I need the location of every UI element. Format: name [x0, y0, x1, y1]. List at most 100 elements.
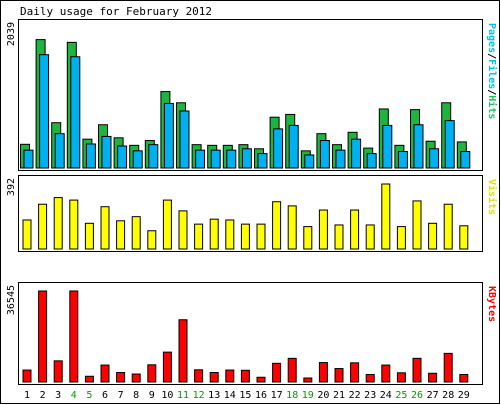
bar-files-day-25: [397, 151, 408, 169]
bar-visits-day-12: [194, 223, 204, 250]
day-label-19: 19: [302, 390, 314, 401]
day-label-6: 6: [102, 390, 108, 401]
bar-visits-day-28: [443, 203, 453, 250]
bar-files-day-6: [101, 135, 112, 169]
legend-entry-5: Hits: [486, 95, 498, 119]
bar-kbytes-day-25: [396, 372, 406, 383]
bar-kbytes-day-11: [178, 319, 188, 383]
day-label-24: 24: [380, 390, 392, 401]
bar-kbytes-day-7: [116, 372, 126, 383]
panel-frame: [18, 175, 483, 252]
bar-files-day-5: [85, 143, 96, 169]
bar-files-day-29: [460, 151, 471, 169]
bar-kbytes-day-19: [303, 377, 313, 383]
max-value-label: 392: [6, 178, 17, 196]
bar-visits-day-8: [131, 216, 141, 250]
bar-kbytes-day-21: [334, 368, 344, 383]
bar-kbytes-day-4: [69, 290, 79, 383]
bar-files-day-24: [382, 124, 393, 169]
bar-visits-day-10: [162, 199, 172, 250]
bar-files-day-7: [117, 145, 128, 169]
bar-visits-day-25: [396, 226, 406, 250]
bar-kbytes-day-20: [318, 362, 328, 383]
bar-kbytes-day-1: [22, 369, 32, 383]
bar-visits-day-24: [381, 183, 391, 250]
bar-files-day-17: [273, 128, 284, 169]
day-label-12: 12: [193, 390, 205, 401]
bar-kbytes-day-3: [53, 360, 63, 383]
bar-visits-day-5: [84, 222, 94, 250]
bar-visits-day-2: [38, 203, 48, 250]
bar-kbytes-day-27: [428, 372, 438, 383]
day-label-29: 29: [458, 390, 470, 401]
bar-visits-day-1: [22, 219, 32, 250]
bar-visits-day-20: [318, 209, 328, 250]
bar-kbytes-day-16: [256, 376, 266, 383]
bar-kbytes-day-26: [412, 357, 422, 383]
bar-kbytes-day-9: [147, 364, 157, 383]
bar-files-day-22: [351, 138, 362, 169]
bar-visits-day-27: [428, 222, 438, 250]
chart-title: Daily usage for February 2012: [20, 5, 212, 18]
panel-frame: [18, 282, 483, 385]
series-legend: KBytes: [486, 286, 497, 322]
series-legend: Pages/Files/Hits: [486, 23, 498, 119]
bar-files-day-23: [366, 153, 377, 169]
bar-visits-day-9: [147, 230, 157, 250]
day-label-7: 7: [118, 390, 124, 401]
day-label-21: 21: [333, 390, 345, 401]
bar-visits-day-16: [256, 223, 266, 250]
bar-files-day-15: [241, 148, 252, 169]
day-label-18: 18: [286, 390, 298, 401]
panel-1: 2039 Pages/Files/Hits: [6, 19, 498, 171]
day-label-26: 26: [411, 390, 423, 401]
day-label-28: 28: [442, 390, 454, 401]
bar-kbytes-day-15: [240, 369, 250, 383]
bar-visits-day-21: [334, 224, 344, 250]
bar-kbytes-day-22: [350, 362, 360, 383]
legend-entry-3: Files: [486, 59, 498, 89]
day-label-9: 9: [149, 390, 155, 401]
bar-visits-day-3: [53, 197, 63, 250]
bar-kbytes-day-24: [381, 364, 391, 383]
panel-frame: [18, 19, 483, 171]
day-label-16: 16: [255, 390, 267, 401]
bar-kbytes-day-17: [272, 362, 282, 383]
bar-files-day-13: [210, 149, 221, 169]
day-label-14: 14: [224, 390, 236, 401]
bar-visits-day-23: [365, 224, 375, 250]
day-label-8: 8: [133, 390, 139, 401]
bar-kbytes-day-14: [225, 369, 235, 383]
bar-files-day-20: [319, 140, 330, 169]
bar-kbytes-day-10: [162, 351, 172, 383]
bar-kbytes-day-6: [100, 364, 110, 383]
bar-visits-day-11: [178, 210, 188, 250]
bar-files-day-11: [179, 110, 190, 169]
legend-entry-1: Pages: [486, 23, 497, 53]
bar-visits-day-13: [209, 218, 219, 250]
bar-kbytes-day-8: [131, 373, 141, 383]
day-label-4: 4: [71, 390, 77, 401]
bar-kbytes-day-13: [209, 372, 219, 383]
bar-files-day-8: [132, 150, 143, 169]
panel-3: 36545 KBytes: [6, 282, 497, 385]
bar-kbytes-day-29: [459, 374, 469, 383]
bar-files-day-16: [257, 153, 268, 169]
day-label-25: 25: [395, 390, 407, 401]
bar-visits-day-22: [350, 209, 360, 250]
bar-files-day-2: [39, 54, 50, 169]
bar-visits-day-7: [116, 220, 126, 250]
legend-entry-2: /: [486, 53, 497, 59]
bar-files-day-9: [148, 144, 159, 169]
bar-visits-day-19: [303, 226, 313, 250]
legend-entry-1: Visits: [486, 179, 498, 215]
bar-kbytes-day-2: [38, 290, 48, 383]
day-label-22: 22: [349, 390, 361, 401]
day-label-17: 17: [271, 390, 283, 401]
legend-entry-1: KBytes: [486, 286, 497, 322]
bar-kbytes-day-5: [84, 375, 94, 383]
bar-files-day-3: [54, 133, 65, 169]
day-label-2: 2: [40, 390, 46, 401]
